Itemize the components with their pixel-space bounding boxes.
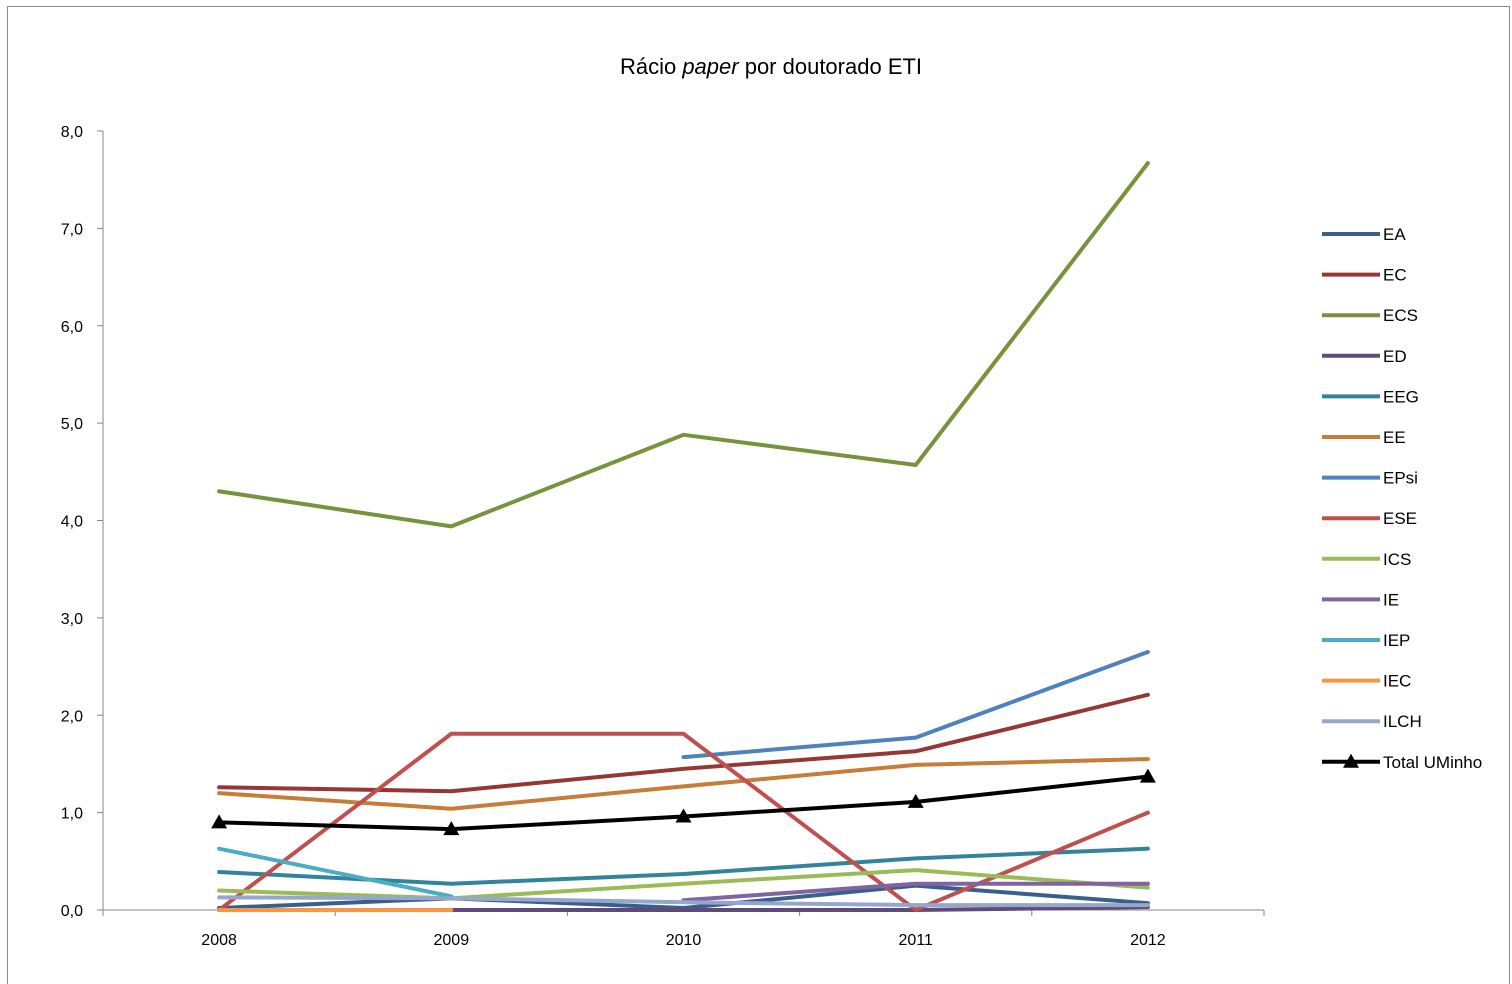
x-tick-label: 2012 xyxy=(1130,932,1166,949)
legend-label: EPsi xyxy=(1383,469,1418,488)
legend-label: EE xyxy=(1383,428,1406,447)
series-ee xyxy=(217,757,1150,811)
legend-item: EE xyxy=(1322,428,1406,447)
legend-label: ILCH xyxy=(1383,712,1422,731)
x-tick-label: 2011 xyxy=(898,932,933,949)
legend: EA EC ECS ED EEG EE EPsi ESE ICS IE IEP IEC ILCH Tota… xyxy=(1322,225,1482,772)
series-line xyxy=(217,757,1150,811)
legend-item: EEG xyxy=(1322,387,1419,406)
series-line xyxy=(217,846,454,899)
series-ilch xyxy=(217,895,1150,908)
series-ec xyxy=(217,692,1150,794)
legend-item: ED xyxy=(1322,347,1407,366)
legend-label: EA xyxy=(1383,225,1406,244)
legend-item: EPsi xyxy=(1322,469,1418,488)
legend-item: EC xyxy=(1322,266,1407,285)
series-line xyxy=(681,649,1150,760)
series-ecs xyxy=(217,161,1150,529)
series-line xyxy=(217,895,1150,908)
legend-item: IE xyxy=(1322,590,1399,609)
legend-label: IEP xyxy=(1383,631,1410,650)
series-line xyxy=(681,881,1150,903)
series-line xyxy=(217,161,1150,529)
series-total-uminho xyxy=(211,768,1156,836)
legend-item: ECS xyxy=(1322,306,1418,325)
series-line xyxy=(217,868,1150,901)
series-line xyxy=(217,692,1150,794)
y-tick-label: 7,0 xyxy=(61,221,83,238)
legend-label: EEG xyxy=(1383,387,1419,406)
legend-item: ILCH xyxy=(1322,712,1422,731)
y-tick-label: 8,0 xyxy=(61,124,83,141)
legend-label: IE xyxy=(1383,590,1399,609)
y-tick-label: 1,0 xyxy=(61,806,83,823)
legend-item: ICS xyxy=(1322,550,1411,569)
y-tick-label: 5,0 xyxy=(61,416,83,433)
data-point xyxy=(1139,768,1156,783)
y-tick-label: 2,0 xyxy=(61,708,83,725)
y-tick-label: 3,0 xyxy=(61,611,83,628)
y-tick-label: 6,0 xyxy=(61,319,83,336)
data-point xyxy=(443,821,460,836)
series-ie xyxy=(681,881,1150,903)
data-point xyxy=(675,808,692,823)
series-iep xyxy=(217,846,454,899)
legend-label: ICS xyxy=(1383,550,1411,569)
legend-label: Total UMinho xyxy=(1383,753,1482,772)
series-layer xyxy=(211,161,1156,912)
legend-label: ECS xyxy=(1383,306,1418,325)
y-tick-label: 4,0 xyxy=(61,514,83,531)
legend-label: EC xyxy=(1383,266,1407,285)
legend-item: ESE xyxy=(1322,509,1417,528)
legend-label: IEC xyxy=(1383,672,1411,691)
x-tick-label: 2009 xyxy=(434,932,470,949)
x-tick-label: 2010 xyxy=(666,932,702,949)
data-point xyxy=(907,793,924,808)
legend-marker xyxy=(1343,753,1359,768)
legend-item: IEC xyxy=(1322,672,1411,691)
chart-frame xyxy=(7,6,1510,984)
legend-item: IEP xyxy=(1322,631,1410,650)
chart-title: Rácio paper por doutorado ETI xyxy=(620,54,922,79)
legend-item: EA xyxy=(1322,225,1406,244)
y-tick-label: 0,0 xyxy=(61,903,83,920)
x-tick-label: 2008 xyxy=(201,932,237,949)
series-epsi xyxy=(681,649,1150,760)
legend-label: ESE xyxy=(1383,509,1417,528)
legend-item: Total UMinho xyxy=(1322,753,1482,772)
legend-label: ED xyxy=(1383,347,1407,366)
series-ics xyxy=(217,868,1150,901)
data-point xyxy=(211,814,228,829)
